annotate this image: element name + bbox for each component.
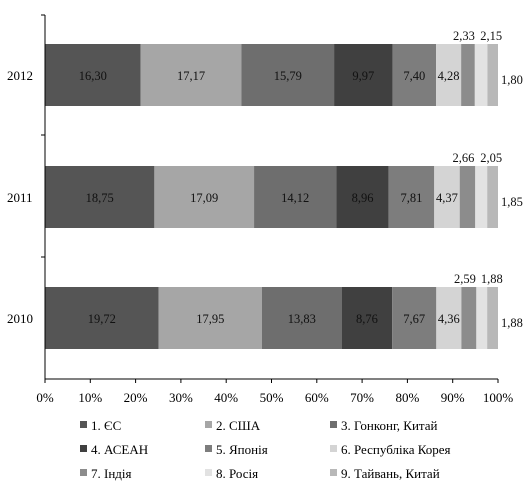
data-label: 4,28 <box>438 69 460 83</box>
x-tick-label: 80% <box>395 390 419 405</box>
data-labels: 16,30 17,17 15,79 9,97 7,40 4,28 2,33 2,15 1,80 1… <box>79 29 523 330</box>
bar-segment <box>261 287 342 349</box>
data-label: 8,76 <box>356 312 378 326</box>
data-label: 17,17 <box>177 69 205 83</box>
bar-segment <box>336 166 389 228</box>
legend-swatch <box>330 421 337 428</box>
bar-segment <box>474 44 488 106</box>
data-label: 1,88 <box>501 316 523 330</box>
legend-swatch <box>80 421 87 428</box>
y-tick-label: 2011 <box>7 190 33 205</box>
legend: 1. ЄС 2. США 3. Гонконг, Китай 4. АСЕАН 5. Я… <box>80 418 451 481</box>
data-label: 4,36 <box>438 312 460 326</box>
data-label: 4,37 <box>436 191 458 205</box>
data-label: 2,05 <box>480 151 502 165</box>
data-label: 1,85 <box>501 195 523 209</box>
legend-label: 2. США <box>216 418 261 433</box>
data-label: 13,83 <box>288 312 316 326</box>
data-label: 2,33 <box>453 29 475 43</box>
bar-segment <box>434 166 460 228</box>
bar-segment <box>45 44 141 106</box>
x-tick-label: 50% <box>260 390 284 405</box>
bar-segment <box>45 166 155 228</box>
bar-segment <box>487 166 498 228</box>
legend-label: 1. ЄС <box>91 418 121 433</box>
legend-label: 6. Республіка Корея <box>341 442 451 457</box>
legend-label: 5. Японія <box>216 442 268 457</box>
bar-segment <box>388 166 435 228</box>
data-label: 8,96 <box>352 191 374 205</box>
legend-label: 9. Тайвань, Китай <box>341 466 440 481</box>
x-tick-label: 30% <box>169 390 193 405</box>
x-tick-label: 90% <box>441 390 465 405</box>
bar-segment <box>487 287 498 349</box>
data-label: 17,95 <box>196 312 224 326</box>
data-label: 7,40 <box>403 69 425 83</box>
data-label: 1,88 <box>481 272 503 286</box>
y-tick-label: 2012 <box>7 68 33 83</box>
bar-segment <box>487 44 498 106</box>
legend-label: 7. Індія <box>91 466 132 481</box>
x-tick-label: 0% <box>36 390 54 405</box>
bar-segment <box>140 44 242 106</box>
legend-swatch <box>205 469 212 476</box>
bar-segment <box>254 166 337 228</box>
x-tick-label: 40% <box>214 390 238 405</box>
data-label: 18,75 <box>86 191 114 205</box>
x-tick-label: 60% <box>305 390 329 405</box>
bar-segment <box>475 166 488 228</box>
bar-segment <box>158 287 262 349</box>
bar-segment <box>392 287 437 349</box>
legend-swatch <box>330 469 337 476</box>
x-tick-label: 70% <box>350 390 374 405</box>
axes: 2012 2011 2010 0% 10% 20% 30% 40% 50% 60% 70% 80% 90… <box>7 14 514 405</box>
bar-segment <box>392 44 437 106</box>
data-label: 17,09 <box>190 191 218 205</box>
data-label: 9,97 <box>352 69 374 83</box>
x-tick-label: 100% <box>483 390 514 405</box>
bar-segment <box>241 44 335 106</box>
legend-swatch <box>330 445 337 452</box>
bar-segment <box>45 287 159 349</box>
legend-swatch <box>205 445 212 452</box>
bar-segment <box>341 287 393 349</box>
bar-segment <box>459 166 476 228</box>
bars <box>45 44 498 349</box>
legend-swatch <box>205 421 212 428</box>
data-label: 7,81 <box>401 191 423 205</box>
bar-segment <box>476 287 488 349</box>
bar-segment <box>334 44 393 106</box>
data-label: 14,12 <box>281 191 309 205</box>
data-label: 2,66 <box>453 151 475 165</box>
bar-segment <box>436 44 462 106</box>
data-label: 7,67 <box>403 312 425 326</box>
data-label: 19,72 <box>88 312 116 326</box>
data-label: 1,80 <box>501 73 523 87</box>
x-tick-label: 20% <box>124 390 148 405</box>
legend-swatch <box>80 445 87 452</box>
legend-label: 3. Гонконг, Китай <box>341 418 438 433</box>
x-tick-label: 10% <box>78 390 102 405</box>
legend-label: 4. АСЕАН <box>91 442 148 457</box>
bar-segment <box>436 287 462 349</box>
legend-swatch <box>80 469 87 476</box>
bar-segment <box>461 44 475 106</box>
y-tick-label: 2010 <box>7 311 33 326</box>
bar-segment <box>154 166 255 228</box>
data-label: 2,15 <box>480 29 502 43</box>
data-label: 2,59 <box>454 272 476 286</box>
legend-label: 8. Росія <box>216 466 258 481</box>
data-label: 15,79 <box>274 69 302 83</box>
bar-segment <box>461 287 477 349</box>
data-label: 16,30 <box>79 69 107 83</box>
